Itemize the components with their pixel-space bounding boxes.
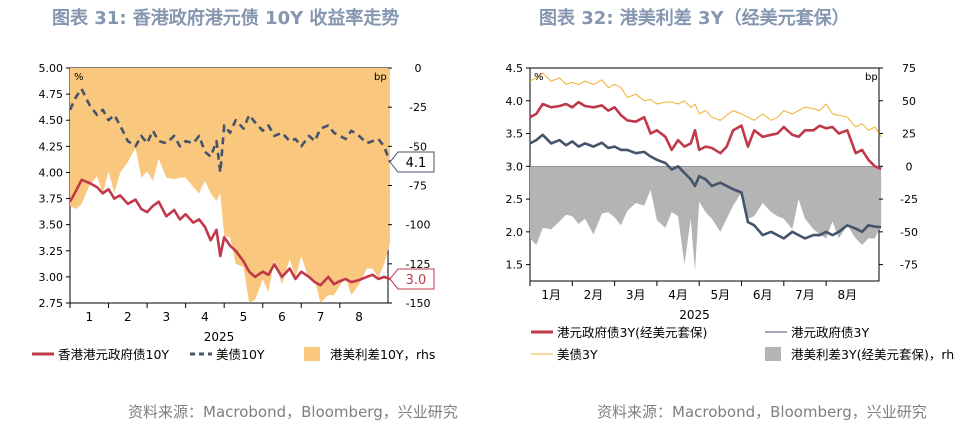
y-left-tick-label: 2.0 — [506, 226, 524, 239]
source-note-left: 资料来源：Macrobond，Bloomberg，兴业研究 — [128, 403, 458, 421]
x-year-label: 2025 — [204, 330, 235, 344]
y-right-tick-label: -150 — [406, 297, 431, 310]
y-left-tick-label: 3.5 — [506, 128, 524, 141]
y-left-unit: % — [534, 72, 544, 83]
x-tick-label: 5月 — [711, 288, 731, 302]
y-left-tick-label: 3.25 — [39, 245, 64, 258]
y-right-tick-label: 25 — [902, 128, 916, 141]
y-left-tick-label: 3.00 — [39, 271, 64, 284]
chart-right: 4.5 4.0 3.5 3.0 2.5 2.0 1.5 75 50 25 0 -25 -50 -75% bp… — [506, 62, 955, 362]
y-right-tick-label: -50 — [900, 226, 918, 239]
x-tick-label: 5 — [240, 310, 248, 324]
end-label-box — [389, 268, 435, 290]
x-tick-label: 1月 — [541, 288, 561, 302]
y-right-tick-label: -100 — [406, 219, 431, 232]
series-area-港美利差10Y，rhs — [70, 68, 390, 303]
legend-label: 美债10Y — [216, 347, 265, 362]
series-line-港元政府债3Y — [529, 133, 882, 240]
legend-label: 美债3Y — [557, 347, 598, 362]
x-tick-label: 2月 — [584, 288, 604, 302]
x-tick-label: 2 — [124, 310, 132, 324]
end-label: 4.1 — [406, 156, 427, 171]
legend-label: 港元政府债3Y — [791, 325, 869, 340]
x-tick-label: 6 — [278, 310, 286, 324]
y-right-tick-label: 0 — [906, 160, 913, 173]
y-right-unit: bp — [865, 72, 878, 83]
y-right-tick-label: -25 — [409, 101, 427, 114]
y-left-tick-label: 1.5 — [506, 259, 524, 272]
x-tick-label: 6月 — [753, 288, 773, 302]
x-year-label: 2025 — [679, 308, 710, 322]
x-tick-label: 3月 — [626, 288, 646, 302]
y-right-tick-label: -75 — [409, 180, 427, 193]
y-right-tick-label: 75 — [902, 62, 916, 75]
series-line-港元政府债3Y(经美元套保) — [529, 100, 882, 171]
y-right-tick-label: -125 — [406, 258, 431, 271]
y-left-tick-label: 2.75 — [39, 297, 64, 310]
x-tick-label: 8 — [355, 310, 363, 324]
x-tick-label: 7 — [317, 310, 325, 324]
y-left-tick-label: 3.50 — [39, 219, 64, 232]
y-right-tick-label: -25 — [900, 193, 918, 206]
legend-label: 港美利差10Y，rhs — [330, 347, 435, 362]
x-tick-label: 1 — [85, 310, 93, 324]
x-tick-label: 4 — [201, 310, 209, 324]
series-line-美债3Y — [529, 72, 882, 138]
y-left-tick-label: 4.75 — [39, 88, 64, 101]
y-left-tick-label: 4.00 — [39, 166, 64, 179]
series-line-香港港元政府债10Y — [68, 178, 391, 287]
source-note-right: 资料来源：Macrobond，Bloomberg，兴业研究 — [597, 403, 927, 421]
end-label: 3.0 — [406, 273, 427, 288]
chart-panel-right: 图表 32: 港美利差 3Y（经美元套保） 4.5 4.0 3.5 3.0 2.5 2.0… — [485, 0, 955, 425]
chart-title-left: 图表 31: 香港政府港元债 10Y 收益率走势 — [52, 8, 400, 29]
chart-title-right: 图表 32: 港美利差 3Y（经美元套保） — [539, 8, 850, 29]
y-left-tick-label: 5.00 — [39, 62, 64, 75]
y-left-unit: % — [74, 72, 84, 83]
y-left-tick-label: 4.25 — [39, 140, 64, 153]
legend-swatch — [304, 347, 320, 361]
chart-panel-left: 图表 31: 香港政府港元债 10Y 收益率走势 5.00 4.75 4.50 4.2… — [0, 0, 470, 425]
chart-left: 5.004.754.504.254.003.753.503.253.002.75… — [32, 62, 435, 362]
y-right-tick-label: -50 — [409, 140, 427, 153]
y-right-tick-label: 50 — [902, 95, 916, 108]
x-tick-label: 4月 — [668, 288, 688, 302]
y-left-tick-label: 4.0 — [506, 95, 524, 108]
y-left-tick-label: 4.5 — [506, 62, 524, 75]
legend-swatch — [765, 347, 781, 361]
y-left-tick-label: 4.50 — [39, 114, 64, 127]
x-tick-label: 8月 — [837, 288, 857, 302]
y-right-unit: bp — [374, 72, 387, 83]
y-right-tick-label: -75 — [900, 259, 918, 272]
end-label-box — [389, 151, 435, 173]
legend-label: 港美利差3Y(经美元套保)，rhs — [791, 347, 955, 362]
y-right-tick-label: 0 — [415, 62, 422, 75]
x-tick-label: 3 — [163, 310, 171, 324]
legend-label: 港元政府债3Y(经美元套保) — [557, 325, 707, 340]
y-left-tick-label: 3.75 — [39, 193, 64, 206]
x-tick-label: 7月 — [795, 288, 815, 302]
legend-label: 香港港元政府债10Y — [58, 347, 169, 362]
y-left-tick-label: 3.0 — [506, 160, 524, 173]
series-line-美债10Y — [68, 87, 392, 174]
series-area-港美利差3Y(经美元套保)，rhs — [530, 166, 882, 272]
y-left-tick-label: 2.5 — [506, 193, 524, 206]
